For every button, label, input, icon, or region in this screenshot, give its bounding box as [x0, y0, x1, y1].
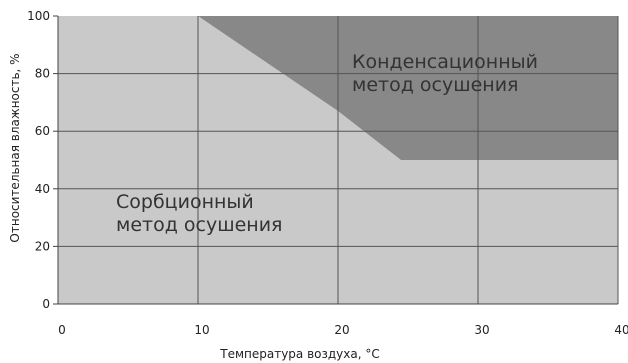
region-label-line: Сорбционный — [116, 191, 254, 213]
y-tick-label: 40 — [35, 182, 50, 196]
y-tick-label: 80 — [35, 67, 50, 81]
y-axis-label: Относительная влажность, % — [8, 53, 22, 242]
region-label-line: метод осушения — [116, 214, 282, 236]
sorption-label: Сорбционный метод осушения — [116, 191, 282, 236]
x-tick-label: 30 — [474, 323, 489, 337]
y-tick-label: 20 — [35, 239, 50, 253]
region-label-line: метод осушения — [352, 74, 518, 96]
x-axis-label: Температура воздуха, °С — [219, 347, 380, 361]
tick-labels: 0 10 20 30 40 0 20 40 60 80 100 — [27, 9, 628, 337]
y-tick-label: 0 — [42, 297, 50, 311]
region-labels: Сорбционный метод осушенияКонденсационный… — [116, 51, 538, 236]
x-tick-label: 10 — [194, 323, 209, 337]
y-tick-label: 100 — [27, 9, 50, 23]
region-label-line: Конденсационный — [352, 51, 538, 73]
y-tick-label: 60 — [35, 124, 50, 138]
x-tick-label: 20 — [334, 323, 349, 337]
x-tick-label: 40 — [614, 323, 628, 337]
x-tick-label: 0 — [58, 323, 66, 337]
grid-lines — [53, 15, 619, 305]
region-condensation — [198, 16, 618, 160]
condensation-label: Конденсационный метод осушения — [352, 51, 538, 96]
